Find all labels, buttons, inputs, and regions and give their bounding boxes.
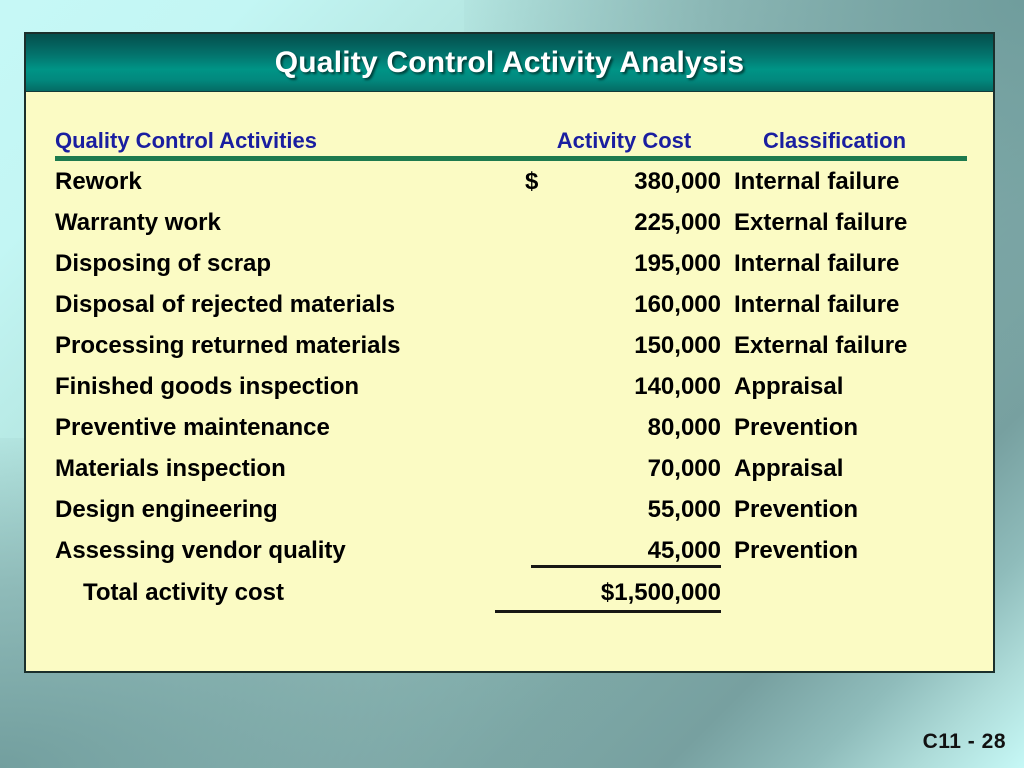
page-title: Quality Control Activity Analysis	[274, 45, 745, 79]
table-row: Finished goods inspection 140,000 Appraisa…	[55, 366, 967, 407]
cost-value: 140,000	[634, 373, 721, 400]
cell-currency-symbol	[523, 407, 559, 448]
cell-activity: Design engineering	[55, 496, 278, 523]
cell-activity-cost: 140,000	[559, 366, 721, 407]
cell-total-classification	[721, 571, 967, 615]
cell-activity: Assessing vendor quality	[55, 537, 346, 564]
table-row: Design engineering 55,000 Prevention	[55, 489, 967, 530]
cell-currency-symbol	[523, 284, 559, 325]
total-cost-value: $1,500,000	[600, 579, 721, 606]
cost-value: 225,000	[634, 209, 721, 236]
cell-classification: Prevention	[734, 414, 859, 441]
table-row: Disposal of rejected materials 160,000 Int…	[55, 284, 967, 325]
table-row: Assessing vendor quality 45,000 Prevention	[55, 530, 967, 571]
cell-classification: Appraisal	[734, 455, 844, 482]
table-row: Preventive maintenance 80,000 Prevention	[55, 407, 967, 448]
table-body: Rework $380,000 Internal failure Warranty w…	[55, 161, 967, 615]
header-rule-cell	[55, 153, 967, 161]
cell-classification: Appraisal	[734, 373, 844, 400]
cost-value: 195,000	[634, 250, 721, 277]
slide-content-panel: Quality Control Activity Analysis Qualit…	[24, 32, 995, 673]
cell-activity-cost: 225,000	[559, 202, 721, 243]
table-header-row: Quality Control Activities Activity Cost…	[55, 115, 967, 153]
cell-activity: Disposal of rejected materials	[55, 291, 396, 318]
table-header-rule-row	[55, 153, 967, 161]
cell-activity: Rework	[55, 168, 142, 195]
cost-value: 45,000	[647, 537, 721, 564]
table-row: Materials inspection 70,000 Appraisal	[55, 448, 967, 489]
page-number: C11 - 28	[922, 730, 1006, 753]
cell-activity: Processing returned materials	[55, 332, 401, 359]
cell-activity: Materials inspection	[55, 455, 286, 482]
cell-activity-cost: 80,000	[559, 407, 721, 448]
table-total-row: Total activity cost $1,500,000	[55, 571, 967, 615]
cell-classification: External failure	[734, 209, 908, 236]
cell-activity: Warranty work	[55, 209, 221, 236]
cell-activity-cost: 150,000	[559, 325, 721, 366]
total-rule	[495, 610, 721, 613]
cell-classification: Prevention	[734, 496, 859, 523]
cell-activity-cost: 195,000	[559, 243, 721, 284]
cell-currency-symbol	[523, 325, 559, 366]
cost-value: 160,000	[634, 291, 721, 318]
column-header-activity: Quality Control Activities	[55, 128, 318, 153]
column-header-cost: Activity Cost	[556, 128, 692, 153]
cell-total-cost: $1,500,000	[495, 571, 721, 615]
table-header: Quality Control Activities Activity Cost…	[55, 115, 967, 161]
header-rule	[55, 156, 967, 161]
cell-currency-symbol	[523, 243, 559, 284]
cell-currency-symbol	[523, 448, 559, 489]
cell-total-label: Total activity cost	[83, 579, 284, 606]
column-header-classification: Classification	[763, 128, 907, 153]
table-row: Rework $380,000 Internal failure	[55, 161, 967, 202]
table-row: Disposing of scrap 195,000 Internal failur…	[55, 243, 967, 284]
cell-classification: Internal failure	[734, 168, 900, 195]
cost-value: 70,000	[647, 455, 721, 482]
cost-value: 150,000	[634, 332, 721, 359]
cell-activity-cost: 160,000	[559, 284, 721, 325]
cell-activity-cost: 70,000	[559, 448, 721, 489]
cell-classification: Prevention	[734, 537, 859, 564]
table-row: Processing returned materials 150,000 Exte…	[55, 325, 967, 366]
cell-activity-cost: 55,000	[559, 489, 721, 530]
table-row: Warranty work 225,000 External failure	[55, 202, 967, 243]
cell-classification: Internal failure	[734, 291, 900, 318]
quality-control-activity-table: Quality Control Activities Activity Cost…	[55, 115, 967, 615]
subtotal-rule	[531, 565, 721, 568]
cell-activity-cost: 45,000	[531, 530, 721, 571]
cell-currency-symbol	[523, 489, 559, 530]
cell-activity: Finished goods inspection	[55, 373, 360, 400]
cell-activity-cost: 380,000	[559, 161, 721, 202]
slide-title-bar: Quality Control Activity Analysis	[26, 34, 993, 92]
cell-activity: Disposing of scrap	[55, 250, 272, 277]
cost-value: 80,000	[647, 414, 721, 441]
cost-value: 380,000	[634, 168, 721, 195]
cell-classification: External failure	[734, 332, 908, 359]
cell-classification: Internal failure	[734, 250, 900, 277]
cost-value: 55,000	[647, 496, 721, 523]
cell-currency-symbol	[523, 202, 559, 243]
cell-currency-symbol	[523, 366, 559, 407]
cell-activity: Preventive maintenance	[55, 414, 330, 441]
cell-currency-symbol: $	[525, 168, 539, 195]
